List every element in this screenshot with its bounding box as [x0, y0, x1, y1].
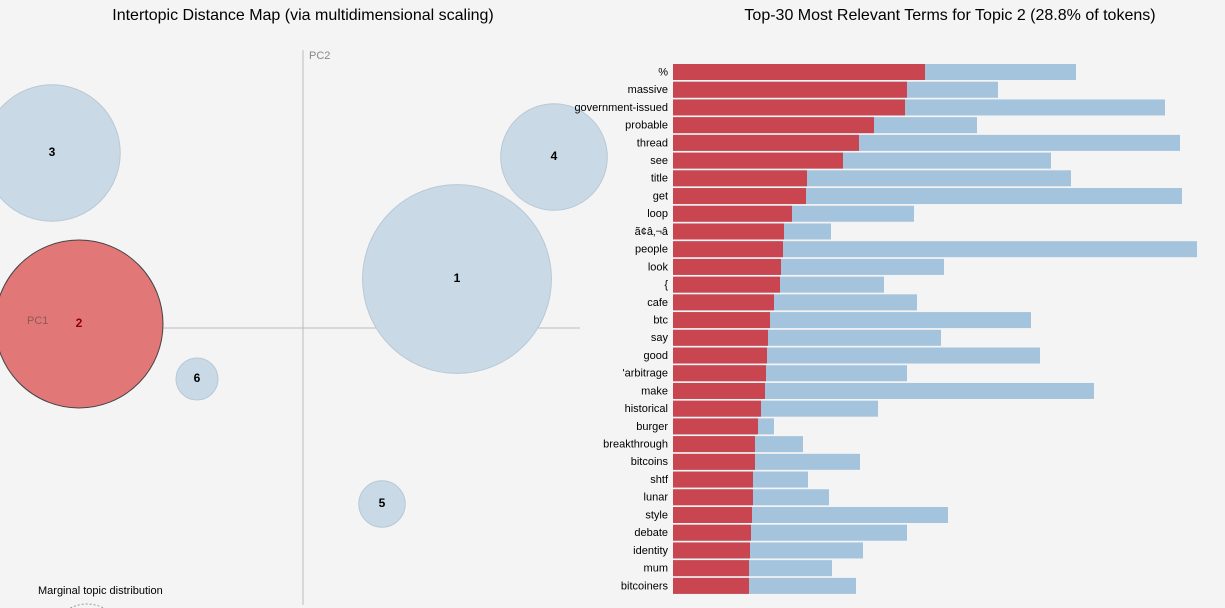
term-label: breakthrough: [603, 439, 668, 451]
term-bar: [673, 312, 770, 329]
term-bar: [673, 347, 767, 364]
topic-bubble: [500, 103, 608, 211]
topic-label: 3: [49, 145, 56, 159]
term-bar: [673, 205, 792, 222]
term-label: bitcoiners: [621, 580, 669, 592]
term-bar: [673, 258, 781, 275]
term-bar: [673, 188, 806, 205]
term-label: %: [658, 66, 668, 78]
term-bar: [673, 418, 758, 435]
topic-bubble: [175, 357, 219, 401]
term-label: lunar: [644, 492, 669, 504]
term-bar: [673, 489, 753, 506]
pc1-label: PC1: [27, 315, 48, 327]
term-bar: [673, 542, 750, 559]
term-label: {: [664, 279, 668, 291]
topic-label: 4: [551, 149, 558, 163]
term-label: btc: [653, 314, 668, 326]
topic-label: 1: [454, 271, 461, 285]
bar-title: Top-30 Most Relevant Terms for Topic 2 (…: [744, 7, 1155, 24]
term-bar: [673, 577, 749, 594]
term-bar: [673, 329, 768, 346]
term-label: loop: [647, 208, 668, 220]
size-legend-title: Marginal topic distribution: [38, 585, 163, 597]
term-label: get: [653, 190, 668, 202]
term-bar: [673, 382, 1094, 399]
topic-bubble: [362, 184, 552, 374]
term-label: see: [650, 155, 668, 167]
term-bar: [673, 64, 925, 80]
term-bar: [673, 81, 907, 98]
term-bar: [673, 223, 784, 240]
term-bar: [673, 507, 752, 523]
term-label: 'arbitrage: [622, 368, 668, 380]
term-label: bitcoins: [631, 456, 669, 468]
term-bar: [673, 170, 807, 187]
term-label: burger: [636, 421, 668, 433]
term-bar: [673, 241, 783, 258]
size-legend-circle: [69, 603, 105, 608]
term-bar: [673, 453, 755, 470]
term-label: make: [641, 385, 668, 397]
term-label: government-issued: [574, 102, 668, 114]
term-label: mum: [644, 563, 668, 575]
term-bar: [673, 365, 766, 382]
topic-label: 2: [76, 316, 83, 330]
topic-label: 5: [379, 496, 386, 510]
term-label: shtf: [650, 474, 669, 486]
term-label: good: [644, 350, 668, 362]
term-label: identity: [633, 545, 668, 557]
term-label: style: [645, 509, 668, 521]
bubbles: 1 2 3 4 5 6: [0, 84, 608, 528]
term-label: cafe: [647, 297, 668, 309]
map-title: Intertopic Distance Map (via multidimens…: [112, 7, 494, 24]
term-bar: [673, 99, 905, 116]
term-bar: [673, 152, 843, 169]
term-label: probable: [625, 120, 668, 132]
term-bar: [673, 241, 1197, 258]
topic-bubble: [358, 480, 406, 528]
topic-label: 6: [194, 371, 201, 385]
term-label: say: [651, 332, 669, 344]
term-label: title: [651, 173, 668, 185]
term-label: massive: [628, 84, 668, 96]
term-label: look: [648, 261, 669, 273]
term-bar: [673, 436, 755, 453]
term-label: ã¢â‚¬â: [635, 226, 669, 238]
topic-bubble: [0, 84, 121, 222]
term-label: thread: [637, 137, 668, 149]
term-label: historical: [625, 403, 668, 415]
term-bar: [673, 560, 749, 577]
term-bar: [673, 294, 774, 311]
pc2-label: PC2: [309, 50, 330, 62]
bars: % massive government-issued probable thread s…: [574, 64, 1197, 594]
term-bar: [673, 134, 859, 151]
term-bar: [673, 524, 751, 541]
term-label: people: [635, 244, 668, 256]
term-bar: [673, 276, 780, 293]
term-bar: [673, 117, 874, 134]
term-label: debate: [634, 527, 668, 539]
term-bar: [673, 382, 765, 399]
topic-bubble: [0, 239, 164, 409]
term-bar: [673, 471, 753, 488]
term-bar: [673, 400, 761, 417]
